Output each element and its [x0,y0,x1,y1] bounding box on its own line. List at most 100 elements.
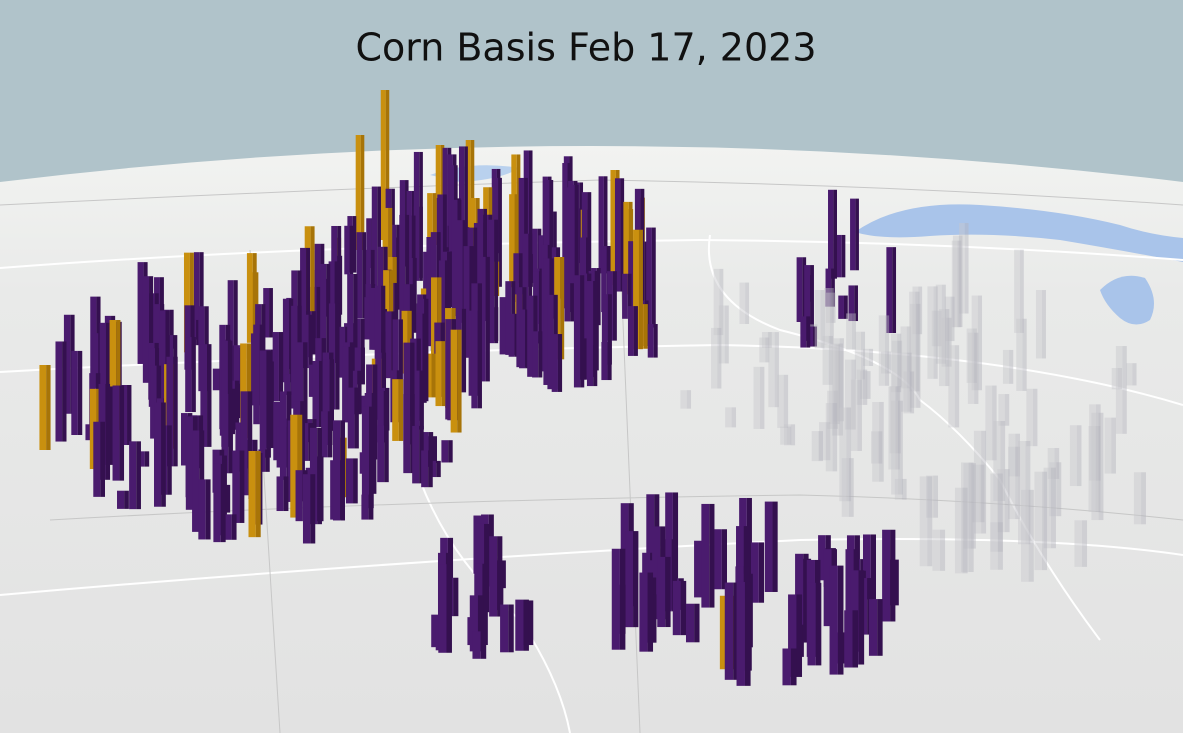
column [833,390,839,429]
column [1126,363,1133,386]
column [232,450,240,523]
column [877,599,883,656]
column [825,292,832,323]
column [828,335,833,385]
column [725,407,732,428]
column [62,341,67,442]
column [888,386,896,470]
column [990,522,998,570]
column [446,564,452,653]
column [154,402,162,507]
column [522,233,529,320]
column [843,295,848,319]
column [525,309,530,369]
column [295,470,303,522]
column [500,560,506,589]
column [990,473,998,552]
column [818,535,826,581]
column [392,319,399,384]
column [850,198,856,271]
column [450,329,458,433]
column [259,350,267,458]
column [997,469,1005,533]
column [465,140,471,245]
column [788,594,797,677]
column [150,365,157,439]
column [221,340,228,447]
column [166,356,174,467]
lake [1100,275,1154,325]
column [109,320,117,430]
column [441,341,447,407]
column [813,326,817,347]
column [829,565,838,675]
column [948,345,955,428]
column [352,216,357,273]
column [116,320,121,430]
column [1091,412,1099,521]
column [970,463,976,549]
column [173,356,178,467]
column [1008,433,1016,477]
column [829,288,834,345]
column [564,283,571,322]
column [782,648,791,686]
column [220,463,226,543]
column [744,581,751,686]
column [412,257,417,333]
column [900,326,907,389]
column [453,577,459,617]
column [398,319,403,384]
column [46,365,51,450]
column [877,431,883,464]
column [472,631,481,659]
column [360,135,365,250]
column [422,313,427,403]
column [784,424,791,446]
column [282,298,290,383]
column [233,345,240,416]
column [224,514,232,540]
column [528,233,533,320]
column [477,283,482,409]
column [939,309,946,387]
column [189,252,194,353]
column [1081,520,1088,567]
column [810,265,814,341]
column [127,385,132,445]
column [835,344,840,425]
column [823,549,832,627]
column [310,474,316,544]
column [456,220,463,323]
column [997,473,1003,552]
column [523,599,529,651]
column [767,332,772,348]
column [265,449,270,472]
column [937,310,942,347]
column [368,494,374,520]
column [866,371,871,399]
column [193,252,200,340]
column [370,249,375,309]
column [409,284,414,363]
column [846,407,852,502]
column [426,274,433,347]
column [825,403,833,472]
column [431,614,440,648]
column [927,476,933,567]
column [878,315,886,386]
column [505,281,512,355]
column [1115,346,1123,434]
column [479,256,486,382]
column [838,295,844,319]
column [39,365,47,450]
column [960,462,969,573]
column [610,170,616,285]
column [508,313,515,357]
column [838,343,843,436]
column [954,345,960,428]
column [780,426,787,445]
column [532,331,539,378]
column [1141,472,1146,525]
column [347,387,355,449]
